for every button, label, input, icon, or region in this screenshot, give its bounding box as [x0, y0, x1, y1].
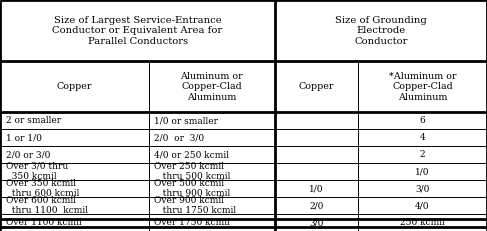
- Text: Over 500 kcmil
   thru 900 kcmil: Over 500 kcmil thru 900 kcmil: [154, 179, 231, 198]
- Text: 2/0 or 3/0: 2/0 or 3/0: [6, 150, 50, 159]
- Text: 1/0: 1/0: [309, 184, 324, 193]
- Text: 2 or smaller: 2 or smaller: [6, 116, 61, 125]
- Text: Over 600 kcmil
  thru 1100  kcmil: Over 600 kcmil thru 1100 kcmil: [6, 196, 88, 215]
- Text: 2: 2: [420, 150, 425, 159]
- Text: Over 350 kcmil
  thru 600 kcmil: Over 350 kcmil thru 600 kcmil: [6, 179, 79, 198]
- Text: Size of Grounding
Electrode
Conductor: Size of Grounding Electrode Conductor: [335, 16, 427, 46]
- Text: Copper: Copper: [299, 82, 334, 91]
- Text: 4: 4: [420, 133, 425, 142]
- Text: 4/0: 4/0: [415, 201, 430, 210]
- Text: 250 kcmil: 250 kcmil: [400, 218, 445, 227]
- Text: Over 1750 kcmil: Over 1750 kcmil: [154, 218, 230, 227]
- Text: Aluminum or
Copper-Clad
Aluminum: Aluminum or Copper-Clad Aluminum: [181, 72, 243, 102]
- Text: Over 3/0 thru
  350 kcmil: Over 3/0 thru 350 kcmil: [6, 162, 68, 181]
- Text: *Aluminum or
Copper-Clad
Aluminum: *Aluminum or Copper-Clad Aluminum: [389, 72, 456, 102]
- Text: 4/0 or 250 kcmil: 4/0 or 250 kcmil: [154, 150, 229, 159]
- Text: Over 1100 kcmil: Over 1100 kcmil: [6, 218, 82, 227]
- Text: Over 900 kcmil
   thru 1750 kcmil: Over 900 kcmil thru 1750 kcmil: [154, 196, 237, 215]
- Text: Copper: Copper: [56, 82, 92, 91]
- Text: 2/0  or  3/0: 2/0 or 3/0: [154, 133, 205, 142]
- Text: Size of Largest Service-Entrance
Conductor or Equivalent Area for
Parallel Condu: Size of Largest Service-Entrance Conduct…: [53, 16, 223, 46]
- Text: 1/0 or smaller: 1/0 or smaller: [154, 116, 218, 125]
- Text: Over 250 kcmil
   thru 500 kcmil: Over 250 kcmil thru 500 kcmil: [154, 162, 231, 181]
- Text: 6: 6: [420, 116, 425, 125]
- Text: 3/0: 3/0: [309, 218, 324, 227]
- Text: 1/0: 1/0: [415, 167, 430, 176]
- Text: 3/0: 3/0: [415, 184, 430, 193]
- Text: 2/0: 2/0: [309, 201, 324, 210]
- Text: 1 or 1/0: 1 or 1/0: [6, 133, 42, 142]
